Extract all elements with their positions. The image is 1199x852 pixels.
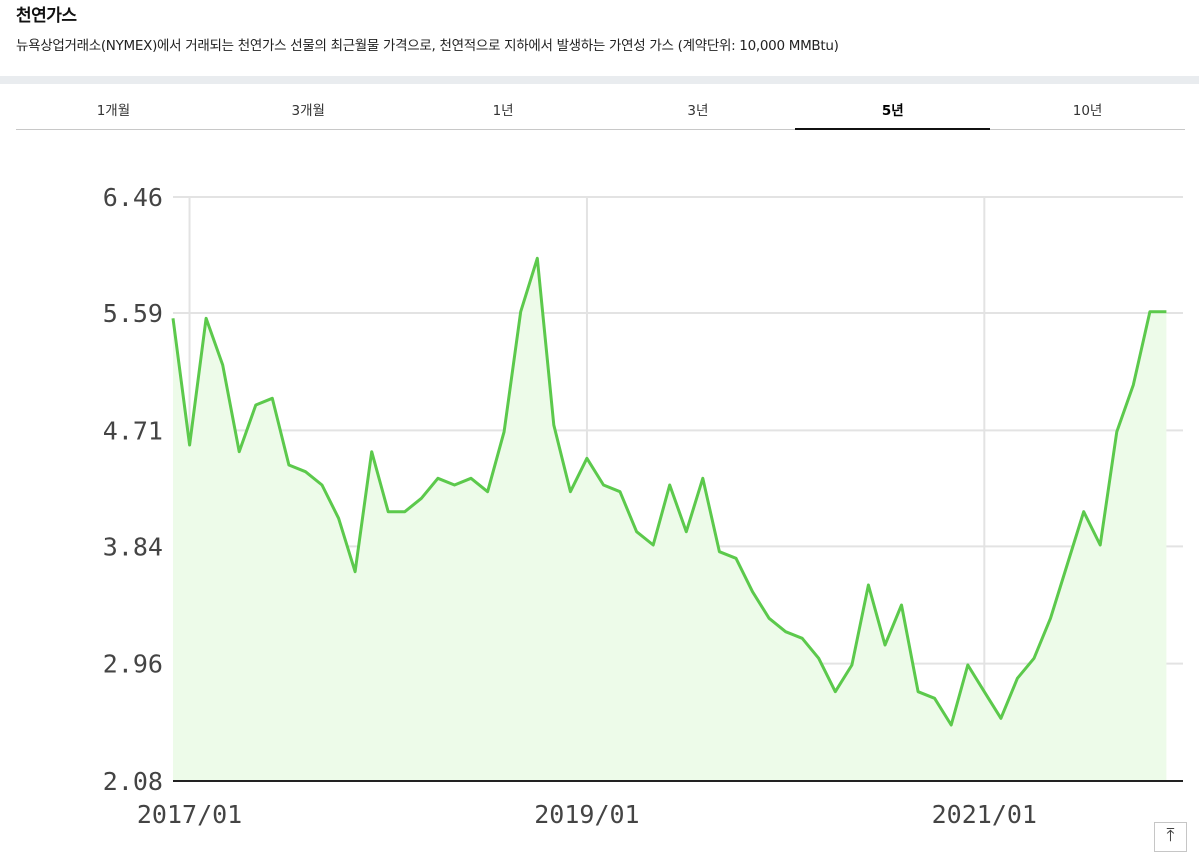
tab-10-years[interactable]: 10년 xyxy=(1072,103,1103,119)
price-line xyxy=(171,256,1167,727)
page-description: 뉴욕상업거래소(NYMEX)에서 거래되는 천연가스 선물의 최근월물 가격으로… xyxy=(16,38,839,54)
page-title: 천연가스 xyxy=(16,6,77,26)
x-axis-ticks: 2017/01 2019/01 2021/01 xyxy=(137,800,1037,829)
tab-3-years[interactable]: 3년 xyxy=(687,103,709,119)
tab-1-month[interactable]: 1개월 xyxy=(96,103,131,119)
y-tick-label: 2.08 xyxy=(103,767,163,796)
x-tick-label: 2021/01 xyxy=(932,800,1037,829)
scroll-top-button[interactable]: ⤒ xyxy=(1154,822,1187,852)
x-tick-label: 2017/01 xyxy=(137,800,242,829)
y-tick-label: 4.71 xyxy=(103,416,163,445)
arrow-up-to-top-icon: ⤒ xyxy=(1166,825,1175,846)
y-axis-ticks: 6.46 5.59 4.71 3.84 2.96 2.08 xyxy=(103,183,163,796)
price-area-fill xyxy=(173,258,1167,781)
price-chart: 6.465.594.713.842.962.08 2017/01 2019/01 2… xyxy=(103,183,1183,829)
section-divider xyxy=(0,76,1199,84)
tab-5-years[interactable]: 5년 xyxy=(795,96,990,130)
tab-3-months[interactable]: 3개월 xyxy=(291,103,325,119)
y-tick-label: 5.59 xyxy=(103,299,163,328)
tab-1-year[interactable]: 1년 xyxy=(492,103,514,119)
y-tick-label: 2.96 xyxy=(103,650,163,679)
y-tick-label: 6.46 xyxy=(103,183,163,212)
x-tick-label: 2019/01 xyxy=(534,800,639,829)
y-tick-label: 3.84 xyxy=(103,532,163,561)
header: 천연가스 뉴욕상업거래소(NYMEX)에서 거래되는 천연가스 선물의 최근월물… xyxy=(0,0,1199,76)
period-tabs: 1개월 3개월 1년 3년 5년 10년 xyxy=(16,96,1185,130)
